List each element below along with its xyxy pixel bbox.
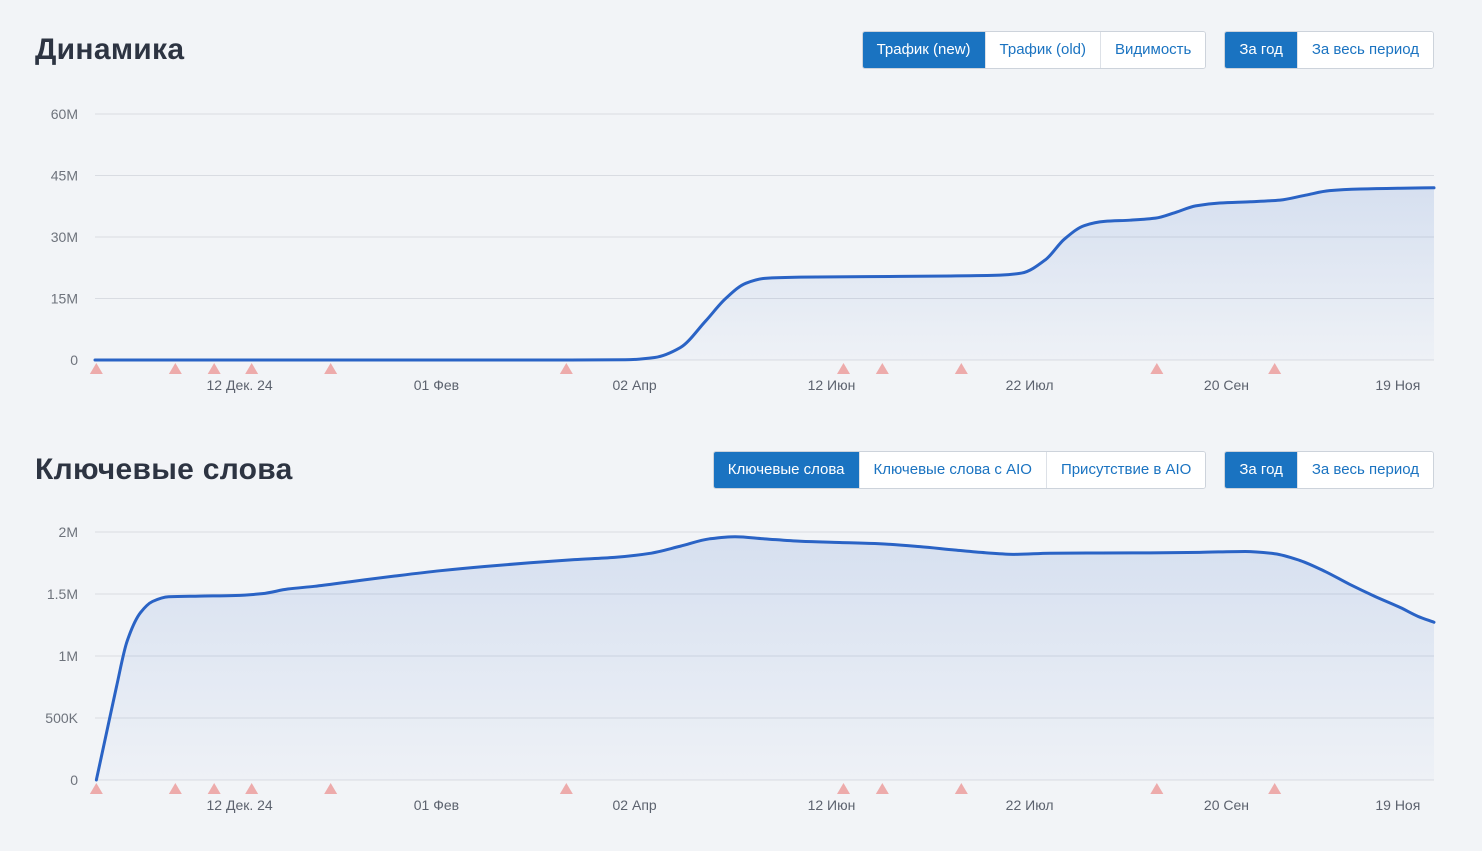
- tab-dynamics-period-all-time[interactable]: За весь период: [1296, 32, 1433, 68]
- keywords-section-header: Ключевые слова Ключевые слова Ключевые с…: [35, 450, 1434, 490]
- tab-keywords-period-all-time[interactable]: За весь период: [1296, 452, 1433, 488]
- series-area-fill: [96, 536, 1435, 780]
- keywords-period-tab-group: За год За весь период: [1224, 451, 1434, 489]
- y-tick-label: 0: [70, 352, 78, 368]
- y-tick-label: 30M: [51, 229, 78, 245]
- event-marker-icon[interactable]: [1150, 363, 1164, 374]
- event-marker-icon[interactable]: [837, 783, 851, 794]
- event-marker-icon[interactable]: [324, 783, 338, 794]
- x-tick-label: 22 Июл: [1006, 797, 1054, 813]
- event-marker-icon[interactable]: [559, 363, 573, 374]
- x-tick-label: 01 Фев: [414, 797, 459, 813]
- tab-traffic-old[interactable]: Трафик (old): [984, 32, 1100, 68]
- event-marker-icon[interactable]: [168, 363, 182, 374]
- event-marker-icon[interactable]: [1268, 783, 1282, 794]
- dynamics-section-header: Динамика Трафик (new) Трафик (old) Видим…: [35, 30, 1434, 70]
- x-tick-label: 12 Дек. 24: [207, 377, 273, 393]
- tab-dynamics-period-year[interactable]: За год: [1225, 32, 1297, 68]
- tab-presence-in-aio[interactable]: Присутствие в AIO: [1045, 452, 1206, 488]
- series-line: [93, 186, 1436, 362]
- x-tick-label: 12 Июн: [808, 797, 856, 813]
- event-marker-icon[interactable]: [1150, 783, 1164, 794]
- y-tick-label: 0: [70, 772, 78, 788]
- x-tick-label: 12 Дек. 24: [207, 797, 273, 813]
- keywords-chart[interactable]: 0 500K 1M 1.5M 2M 12 Дек. 24 01 Фев 02 Апр 12 Ию…: [0, 518, 1482, 818]
- series-area-fill: [95, 187, 1434, 360]
- tab-keywords-with-aio[interactable]: Ключевые слова с AIO: [858, 452, 1046, 488]
- event-marker-icon[interactable]: [89, 363, 103, 374]
- y-tick-label: 15M: [51, 291, 78, 307]
- x-tick-label: 19 Ноя: [1375, 797, 1420, 813]
- x-tick-label: 20 Сен: [1204, 797, 1249, 813]
- event-marker-icon[interactable]: [168, 783, 182, 794]
- keywords-controls: Ключевые слова Ключевые слова с AIO Прис…: [712, 451, 1434, 489]
- x-tick-label: 20 Сен: [1204, 377, 1249, 393]
- traffic-chart[interactable]: 0 15M 30M 45M 60M 12 Дек. 24 01 Фев 02 Апр 12 Ию…: [0, 100, 1482, 400]
- event-marker-icon[interactable]: [954, 363, 968, 374]
- x-tick-label: 19 Ноя: [1375, 377, 1420, 393]
- event-marker-icon[interactable]: [89, 783, 103, 794]
- event-marker-icon[interactable]: [245, 783, 259, 794]
- event-marker-icon[interactable]: [837, 363, 851, 374]
- event-marker-icon[interactable]: [1268, 363, 1282, 374]
- dynamics-controls: Трафик (new) Трафик (old) Видимость За г…: [861, 31, 1434, 69]
- event-marker-icon[interactable]: [245, 363, 259, 374]
- tab-traffic-new[interactable]: Трафик (new): [862, 32, 985, 68]
- x-tick-label: 02 Апр: [613, 377, 657, 393]
- y-tick-label: 500K: [45, 710, 78, 726]
- y-tick-label: 1M: [59, 648, 78, 664]
- x-tick-label: 01 Фев: [414, 377, 459, 393]
- event-marker-icon[interactable]: [559, 783, 573, 794]
- keywords-metric-tab-group: Ключевые слова Ключевые слова с AIO Прис…: [712, 451, 1207, 489]
- dynamics-metric-tab-group: Трафик (new) Трафик (old) Видимость: [861, 31, 1207, 69]
- tab-visibility[interactable]: Видимость: [1100, 32, 1206, 68]
- event-marker-icon[interactable]: [207, 363, 221, 374]
- event-marker-icon[interactable]: [875, 363, 889, 374]
- event-marker-icon[interactable]: [875, 783, 889, 794]
- tab-keywords[interactable]: Ключевые слова: [713, 452, 859, 488]
- dynamics-period-tab-group: За год За весь период: [1224, 31, 1434, 69]
- tab-keywords-period-year[interactable]: За год: [1225, 452, 1297, 488]
- event-marker-icon[interactable]: [207, 783, 221, 794]
- x-tick-label: 12 Июн: [808, 377, 856, 393]
- y-tick-label: 60M: [51, 106, 78, 122]
- x-tick-label: 02 Апр: [613, 797, 657, 813]
- y-tick-label: 1.5M: [47, 586, 78, 602]
- y-tick-label: 45M: [51, 168, 78, 184]
- event-marker-icon[interactable]: [954, 783, 968, 794]
- series-line: [94, 535, 1436, 782]
- keywords-section-title: Ключевые слова: [35, 453, 293, 486]
- y-tick-label: 2M: [59, 524, 78, 540]
- event-marker-icon[interactable]: [324, 363, 338, 374]
- dynamics-section-title: Динамика: [35, 33, 185, 66]
- x-tick-label: 22 Июл: [1006, 377, 1054, 393]
